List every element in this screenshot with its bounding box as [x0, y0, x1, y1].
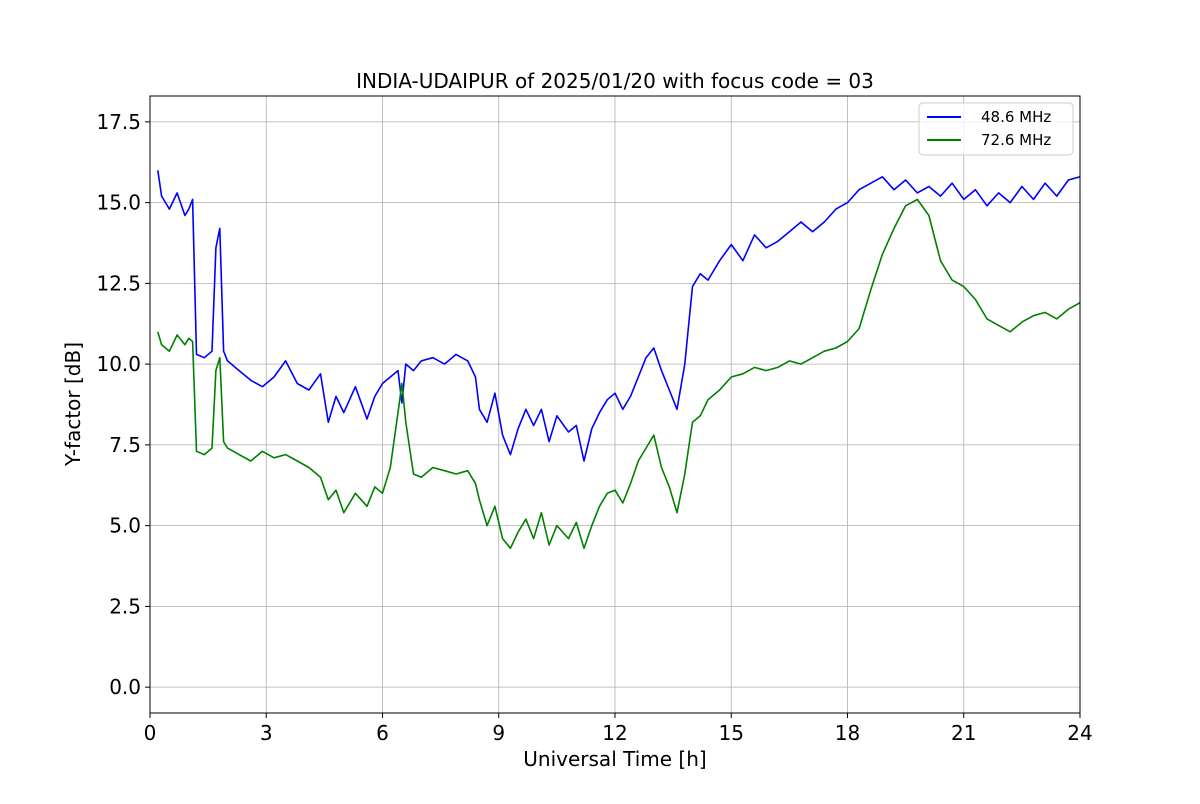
- x-tick-label: 12: [602, 721, 627, 745]
- y-tick-label: 2.5: [109, 594, 141, 618]
- y-axis-label: Y-factor [dB]: [61, 342, 85, 467]
- y-tick-label: 10.0: [96, 352, 141, 376]
- y-tick-label: 0.0: [109, 675, 141, 699]
- y-tick-label: 17.5: [96, 110, 141, 134]
- chart-title: INDIA-UDAIPUR of 2025/01/20 with focus c…: [356, 69, 874, 93]
- x-tick-label: 18: [835, 721, 860, 745]
- legend: 48.6 MHz 72.6 MHz: [918, 102, 1074, 156]
- y-axis-ticks: 0.0 2.5 5.0 7.5 10.0 12.5 15.0 17.5: [96, 110, 150, 699]
- legend-label-48-6: 48.6 MHz: [981, 108, 1051, 126]
- x-tick-label: 0: [144, 721, 157, 745]
- x-tick-label: 6: [376, 721, 389, 745]
- x-tick-label: 21: [951, 721, 976, 745]
- x-axis-ticks: 0 3 6 9 12 15 18 21 24: [144, 713, 1093, 745]
- x-tick-label: 24: [1067, 721, 1092, 745]
- x-tick-label: 3: [260, 721, 273, 745]
- y-tick-label: 5.0: [109, 514, 141, 538]
- series-line-48-6-mhz: [157, 170, 1080, 462]
- series-line-72-6-mhz: [157, 198, 1080, 550]
- legend-label-72-6: 72.6 MHz: [981, 131, 1051, 149]
- y-tick-label: 15.0: [96, 191, 141, 215]
- x-tick-label: 9: [492, 721, 505, 745]
- y-tick-label: 12.5: [96, 271, 141, 295]
- x-axis-label: Universal Time [h]: [523, 747, 706, 771]
- x-tick-label: 15: [719, 721, 744, 745]
- series-layer: [157, 170, 1080, 550]
- y-tick-label: 7.5: [109, 433, 141, 457]
